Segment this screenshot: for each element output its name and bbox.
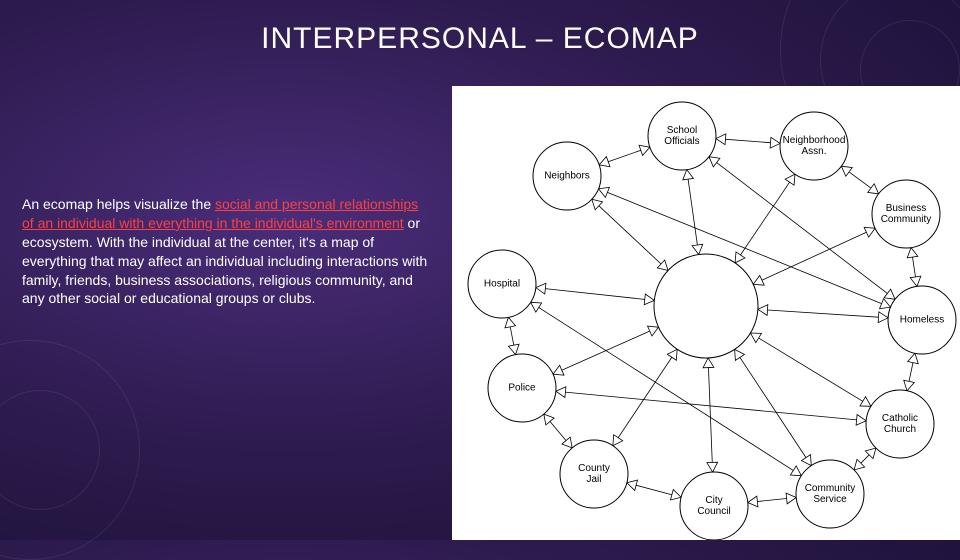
edge [708, 358, 713, 472]
node-label: Hospital [484, 279, 520, 290]
edge-arrow-icon [599, 187, 610, 197]
node-label: Service [813, 494, 847, 505]
edge-arrow-icon [716, 134, 726, 145]
edge-arrow-icon [907, 248, 918, 258]
node-community: CommunityService [796, 460, 864, 528]
edge-arrow-icon [785, 174, 795, 185]
edge-arrow-icon [735, 349, 745, 360]
edge-arrow-icon [670, 490, 681, 500]
edge-arrow-icon [531, 302, 542, 312]
edge [758, 309, 888, 317]
edge-arrow-icon [880, 299, 891, 309]
ecomap-svg: SchoolOfficialsNeighborhoodAssn.Neighbor… [452, 86, 960, 540]
node-label: Neighborhood [783, 135, 846, 146]
node-label: Jail [586, 474, 601, 485]
edge [592, 199, 668, 270]
edge-arrow-icon [884, 289, 895, 299]
node-business: BusinessCommunity [872, 180, 940, 248]
edge-arrow-icon [770, 137, 780, 148]
edge [735, 349, 812, 465]
edge [536, 288, 654, 301]
node-label: Community [881, 214, 932, 225]
edge-arrow-icon [627, 480, 638, 490]
edge [750, 333, 871, 406]
node-circle [654, 254, 758, 358]
node-neighbors: Neighbors [533, 142, 601, 210]
node-neighassn: NeighborhoodAssn. [780, 112, 848, 180]
edge-arrow-icon [868, 184, 879, 194]
edge-arrow-icon [860, 397, 871, 407]
node-hospital: Hospital [468, 250, 536, 318]
node-label: County [578, 463, 610, 474]
edge-arrow-icon [692, 244, 703, 254]
node-label: Police [508, 383, 536, 394]
edge-arrow-icon [856, 414, 866, 425]
node-label: Assn. [801, 146, 826, 157]
node-catholic: CatholicChurch [866, 390, 934, 458]
slide-title: INTERPERSONAL – ECOMAP [0, 22, 960, 56]
node-label: Church [884, 424, 916, 435]
edge-arrow-icon [709, 157, 720, 167]
node-label: Homeless [900, 315, 944, 326]
edge-arrow-icon [904, 380, 915, 391]
node-police: Police [488, 354, 556, 422]
node-center [654, 254, 758, 358]
node-label: Neighbors [544, 171, 590, 182]
edge [556, 391, 866, 421]
edge [687, 170, 699, 255]
node-label: Officials [664, 136, 699, 147]
node-label: City [705, 495, 722, 506]
node-label: Council [697, 506, 730, 517]
edge-arrow-icon [613, 435, 623, 446]
body-paragraph: An ecomap helps visualize the social and… [22, 195, 432, 308]
node-county: CountyJail [560, 440, 628, 508]
edge-arrow-icon [639, 145, 650, 155]
node-label: School [667, 125, 698, 136]
edge-arrow-icon [683, 170, 694, 180]
edge-arrow-icon [544, 414, 554, 425]
ecomap-diagram: SchoolOfficialsNeighborhoodAssn.Neighbor… [452, 86, 960, 540]
edge [735, 174, 795, 263]
node-label: Catholic [882, 413, 918, 424]
edge-arrow-icon [644, 294, 654, 305]
edge-arrow-icon [536, 283, 546, 294]
edge-arrow-icon [801, 455, 811, 466]
node-city: CityCouncil [680, 472, 748, 540]
edge-arrow-icon [790, 466, 801, 476]
edge-arrow-icon [841, 166, 852, 176]
edge-arrow-icon [703, 358, 714, 368]
node-homeless: Homeless [888, 286, 956, 354]
node-school: SchoolOfficials [648, 102, 716, 170]
edge-arrow-icon [735, 252, 745, 263]
edge-arrow-icon [750, 333, 761, 343]
edge-arrow-icon [508, 344, 519, 354]
edge-arrow-icon [910, 276, 921, 286]
edge-arrow-icon [505, 317, 516, 327]
edge-arrow-icon [758, 305, 768, 316]
edge-arrow-icon [908, 353, 919, 364]
node-label: Community [805, 483, 856, 494]
edge-arrow-icon [878, 312, 888, 323]
paragraph-pre: An ecomap helps visualize the [22, 196, 215, 212]
edge-arrow-icon [707, 462, 718, 472]
edge-arrow-icon [667, 349, 677, 360]
edge-arrow-icon [556, 387, 566, 398]
edge-arrow-icon [562, 437, 572, 448]
nodes-group: SchoolOfficialsNeighborhoodAssn.Neighbor… [468, 102, 956, 540]
edge-arrow-icon [599, 157, 610, 167]
edge-arrow-icon [748, 496, 758, 507]
edge-arrow-icon [786, 493, 796, 504]
node-label: Business [886, 203, 927, 214]
